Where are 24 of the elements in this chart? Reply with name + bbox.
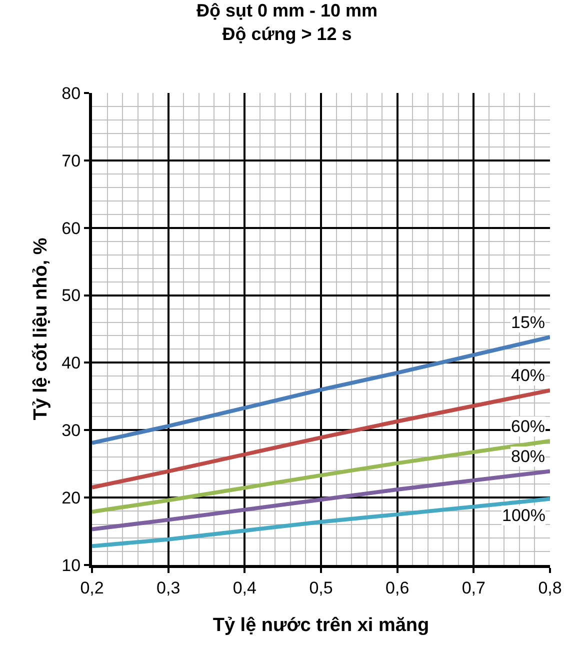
y-tick-label: 60 bbox=[62, 218, 81, 238]
series-label: 80% bbox=[511, 447, 546, 466]
x-axis-title: Tỷ lệ nước trên xi măng bbox=[212, 615, 430, 636]
chart-subtitle: Độ cứng > 12 s bbox=[222, 24, 352, 44]
y-tick-label: 40 bbox=[62, 354, 81, 373]
x-tick-label: 0,5 bbox=[309, 578, 333, 598]
series-label: 15% bbox=[511, 313, 546, 332]
x-tick-label: 0,3 bbox=[156, 578, 180, 598]
y-tick-label: 50 bbox=[62, 286, 81, 306]
y-tick-label: 70 bbox=[62, 151, 81, 170]
series-label: 60% bbox=[511, 417, 546, 436]
y-tick-label: 20 bbox=[62, 488, 81, 508]
x-tick-label: 0,2 bbox=[80, 578, 104, 598]
x-tick-label: 0,8 bbox=[538, 578, 562, 598]
y-tick-label: 10 bbox=[62, 556, 81, 575]
chart-title: Độ sụt 0 mm - 10 mm bbox=[196, 0, 378, 20]
x-tick-label: 0,6 bbox=[386, 578, 410, 598]
y-tick-label: 30 bbox=[62, 421, 81, 440]
series-label: 100% bbox=[502, 506, 546, 525]
y-tick-label: 80 bbox=[62, 84, 81, 103]
x-tick-label: 0,7 bbox=[462, 578, 486, 598]
series-label: 40% bbox=[511, 366, 546, 385]
y-axis-title: Tỷ lệ cốt liệu nhỏ, % bbox=[30, 238, 52, 420]
x-tick-label: 0,4 bbox=[232, 578, 256, 598]
